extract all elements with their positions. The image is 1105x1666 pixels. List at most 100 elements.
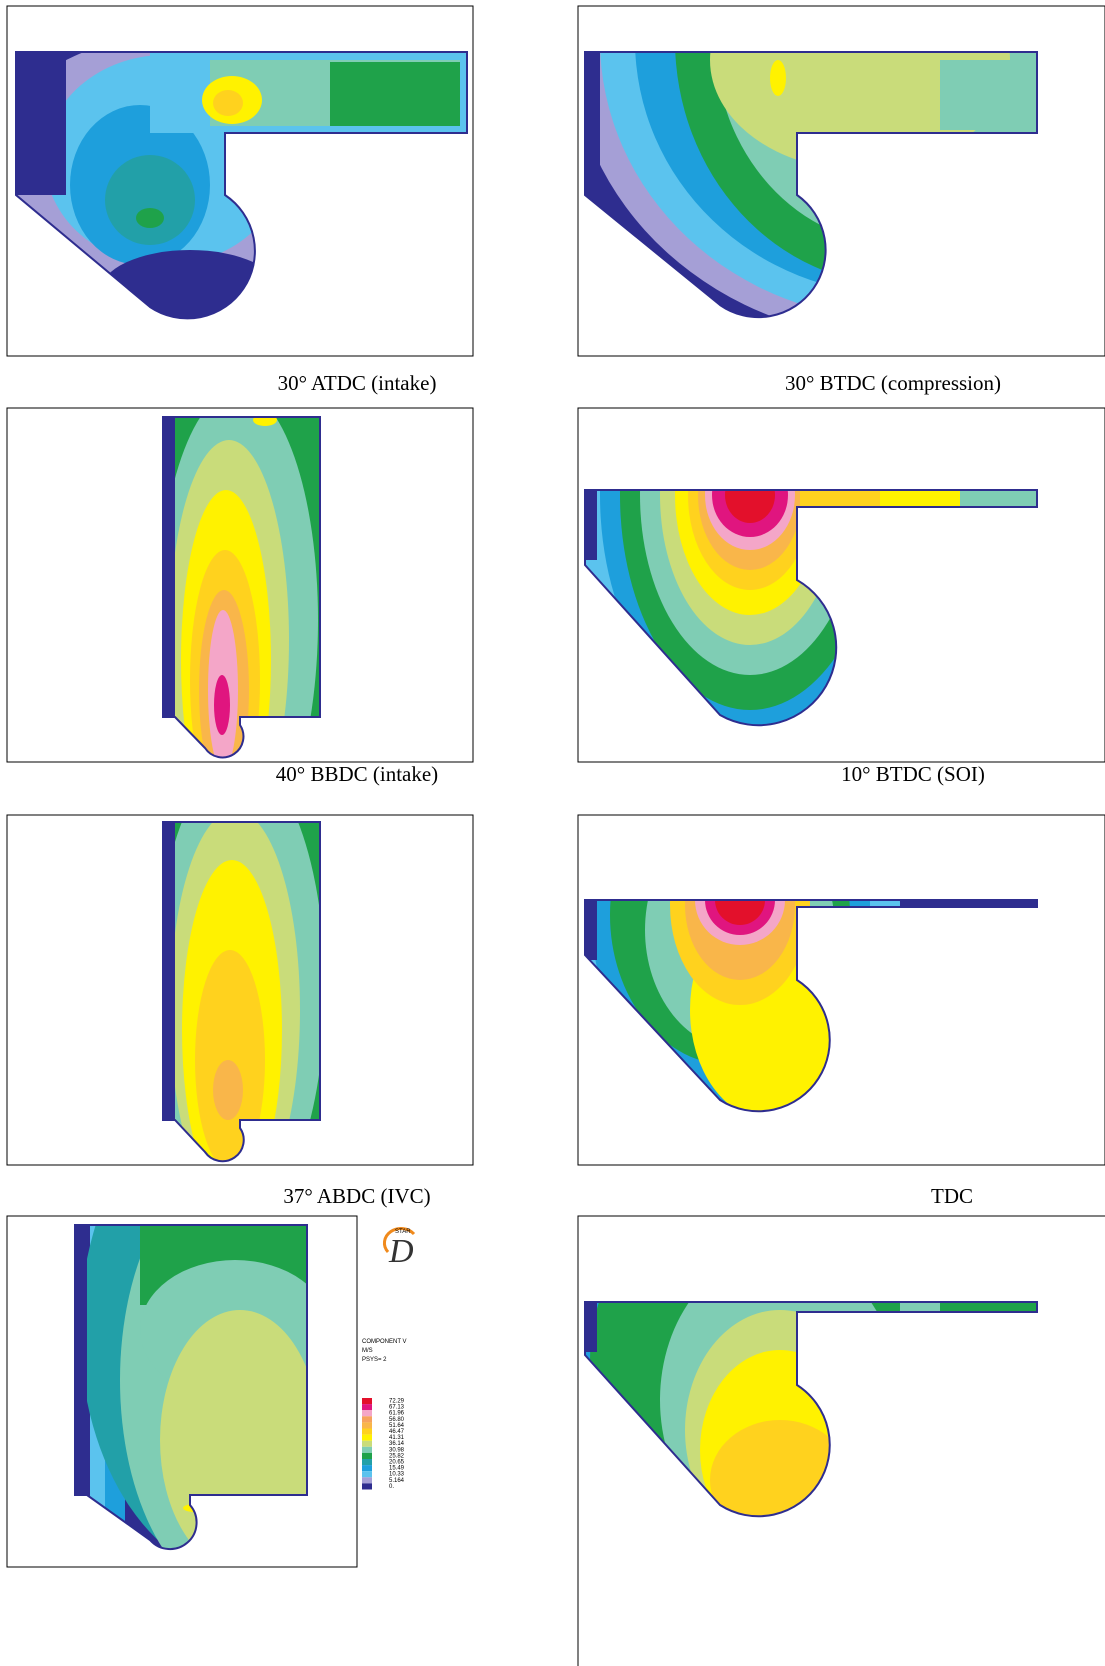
logo-letter: D — [388, 1233, 414, 1270]
panel-frame — [577, 407, 1105, 763]
contour-band — [16, 52, 66, 195]
contour-band — [330, 62, 460, 126]
contour-band — [940, 60, 1037, 130]
contour-band — [960, 490, 1037, 507]
contour-band — [136, 208, 164, 228]
legend-swatch — [362, 1446, 372, 1453]
contour-panel — [6, 5, 474, 357]
legend-label: 15.49 — [389, 1466, 405, 1472]
legend-label: 41.31 — [389, 1435, 405, 1441]
legend-swatch — [362, 1483, 372, 1490]
legend-swatch — [362, 1459, 372, 1466]
contour-band — [195, 950, 265, 1162]
contour-band — [715, 900, 765, 925]
contour-panel — [577, 814, 1105, 1166]
legend-swatch — [362, 1471, 372, 1478]
legend-label: 56.80 — [389, 1417, 405, 1423]
contour-band — [940, 1302, 1037, 1312]
wall — [162, 416, 321, 759]
legend-swatch — [362, 1465, 372, 1472]
legend-swatch — [362, 1477, 372, 1484]
legend-label: 67.13 — [389, 1405, 405, 1411]
contour-band — [585, 52, 600, 195]
wall — [15, 51, 468, 320]
legend-swatch — [362, 1422, 372, 1429]
contour-band — [75, 1225, 87, 1515]
legend-label: 72.29 — [389, 1399, 405, 1405]
legend-swatch — [362, 1404, 372, 1411]
logo-arc — [382, 1227, 416, 1254]
contour-band — [160, 1310, 307, 1550]
legend-label: 10.33 — [389, 1472, 405, 1478]
caption: 30° ATDC (intake) — [278, 371, 437, 395]
legend-swatch — [362, 1440, 372, 1447]
wall — [584, 51, 1038, 319]
contour-band — [880, 490, 960, 507]
contour-panel — [6, 814, 474, 1166]
logo-brand: STAR — [395, 1229, 411, 1235]
contour-band — [725, 490, 775, 523]
contour-band — [163, 822, 175, 1122]
legend-swatch — [362, 1428, 372, 1435]
caption: 40° BBDC (intake) — [276, 762, 438, 786]
contour-field — [16, 52, 467, 319]
legend-swatch — [362, 1452, 372, 1459]
contour-band — [900, 1302, 960, 1312]
legend-label: 0. — [389, 1484, 394, 1490]
panel-frame — [6, 814, 474, 1166]
legend-swatch — [362, 1410, 372, 1417]
logo: STAR D — [382, 1227, 416, 1270]
contour-band — [213, 1060, 243, 1120]
contour-panel — [6, 1215, 358, 1568]
contour-band — [214, 675, 230, 735]
contour-field — [585, 490, 1037, 726]
legend-label: 36.14 — [389, 1441, 405, 1447]
panel-frame — [6, 5, 474, 357]
caption: 10° BTDC (SOI) — [841, 762, 985, 786]
legend-label: 30.98 — [389, 1447, 405, 1453]
panel-frame — [6, 407, 474, 763]
wall — [584, 489, 1038, 727]
contour-band — [213, 90, 243, 116]
panel-frame — [577, 5, 1105, 357]
contour-field — [585, 1302, 1037, 1517]
legend-label: 51.64 — [389, 1423, 405, 1429]
contour-field — [75, 1225, 307, 1550]
contour-band — [585, 900, 597, 960]
legend-swatch — [362, 1416, 372, 1423]
wall — [162, 821, 321, 1163]
wall — [74, 1224, 308, 1551]
contour-field — [163, 822, 320, 1162]
caption: 30° BTDC (compression) — [785, 371, 1001, 395]
wall — [584, 1301, 1038, 1518]
legend-unit: M/S — [362, 1348, 373, 1354]
contour-band — [585, 1302, 597, 1352]
caption: 37° ABDC (IVC) — [283, 1184, 430, 1208]
contour-band — [770, 60, 786, 96]
legend-swatch — [362, 1398, 372, 1405]
panel-frame — [6, 1215, 358, 1568]
contour-panel — [577, 407, 1105, 763]
legend-label: 20.65 — [389, 1460, 405, 1466]
contour-field — [585, 900, 1037, 1112]
legend-system: PSYS= 2 — [362, 1357, 387, 1363]
contour-band — [253, 417, 277, 426]
contour-panel — [6, 407, 474, 763]
caption: TDC — [931, 1184, 973, 1208]
legend-swatch — [362, 1434, 372, 1441]
legend-label: 61.96 — [389, 1411, 405, 1417]
panel-frame — [577, 1215, 1105, 1666]
contour-band — [585, 490, 597, 560]
legend-label: 5.164 — [389, 1478, 405, 1484]
contour-band — [163, 417, 175, 717]
legend-title: COMPONENT V — [362, 1339, 407, 1345]
contour-panel — [577, 5, 1105, 357]
legend-label: 46.47 — [389, 1429, 405, 1435]
contour-band — [100, 250, 280, 319]
contour-band — [710, 52, 1010, 170]
contour-band — [105, 155, 195, 245]
panel-frame — [577, 814, 1105, 1166]
wall — [584, 899, 1038, 1113]
